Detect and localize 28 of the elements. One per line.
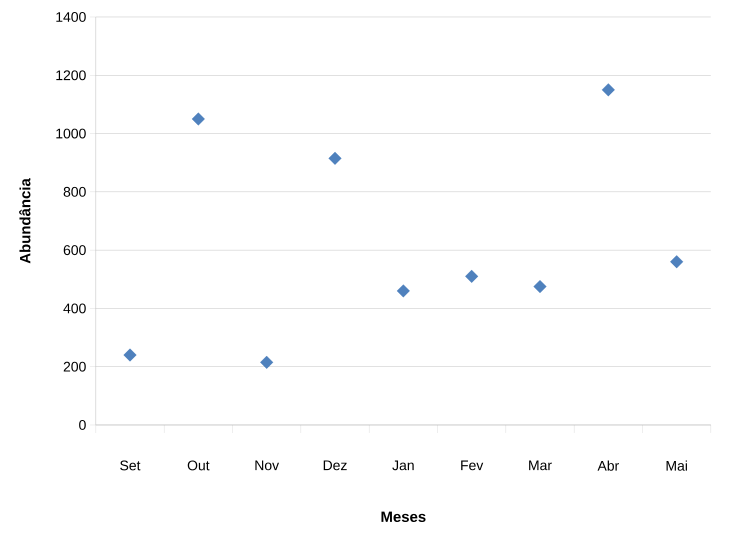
x-tick-label: Out — [188, 460, 210, 470]
y-tick-label: 600 — [64, 245, 86, 256]
point — [465, 270, 478, 283]
point — [396, 284, 410, 298]
x-tick-label: Fev — [461, 460, 484, 470]
point — [123, 348, 137, 362]
point — [328, 152, 342, 165]
y-tick-label: 400 — [63, 303, 86, 314]
x-tick-label: Nov — [255, 460, 280, 470]
y-axis-title: Abundância — [19, 178, 30, 264]
point — [670, 255, 684, 268]
x-tick-label: Jan — [392, 460, 414, 470]
point — [533, 280, 547, 294]
x-tick-label: Mar — [529, 460, 552, 470]
y-tick-label: 0 — [79, 420, 86, 430]
x-tick-label: Set — [120, 460, 140, 470]
y-tick-label: 200 — [64, 362, 86, 372]
point — [192, 112, 205, 126]
x-tick-label: Mai — [666, 460, 687, 471]
y-tick-label: 1200 — [56, 70, 86, 80]
y-tick-label: 1000 — [56, 128, 86, 138]
point — [260, 356, 274, 369]
x-tick-label: Dez — [324, 460, 347, 470]
y-tick-label: 800 — [64, 186, 86, 197]
point — [602, 83, 615, 96]
y-tick-label: 1400 — [56, 12, 86, 22]
x-axis-title: Meses — [381, 512, 426, 522]
x-tick-label: Abr — [598, 460, 619, 471]
